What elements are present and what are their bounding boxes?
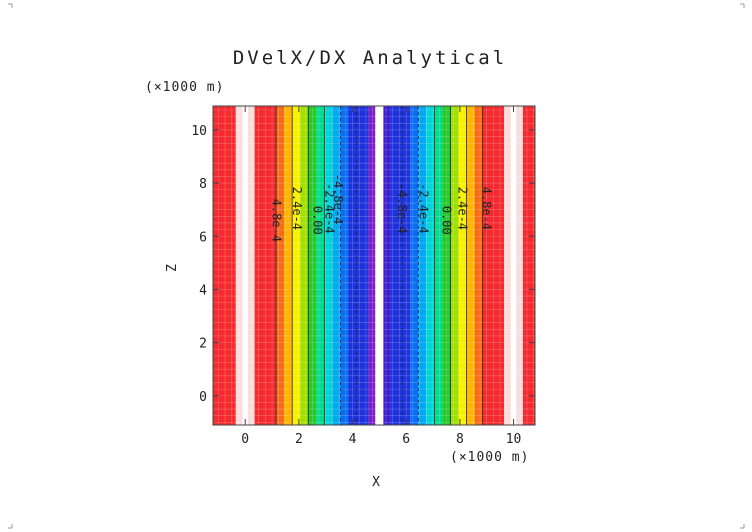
crop-marks [8, 3, 745, 529]
band-6 [284, 106, 293, 425]
chart-title: DVelX/DX Analytical [233, 47, 507, 69]
x-tick-label: 4 [349, 432, 357, 447]
band-4 [254, 106, 277, 425]
band-18 [390, 106, 411, 425]
band-21 [426, 106, 435, 425]
band-2 [242, 106, 248, 425]
band-28 [482, 106, 505, 425]
band-8 [300, 106, 309, 425]
contour-label: -4.8e-4 [331, 174, 345, 225]
y-tick-label: 6 [199, 230, 207, 245]
band-3 [247, 106, 255, 425]
band-22 [434, 106, 443, 425]
y-tick-label: 10 [191, 124, 207, 139]
band-1 [235, 106, 243, 425]
band-14 [348, 106, 369, 425]
band-20 [418, 106, 427, 425]
band-0 [213, 106, 236, 425]
x-tick-label: 10 [506, 432, 522, 447]
contour-label: 4.8e-4 [480, 187, 494, 230]
x-tick-label: 6 [402, 432, 410, 447]
band-32 [522, 106, 535, 425]
band-11 [324, 106, 333, 425]
band-5 [276, 106, 285, 425]
band-27 [474, 106, 483, 425]
band-29 [504, 106, 511, 425]
band-26 [466, 106, 475, 425]
x-tick-label: 8 [456, 432, 464, 447]
y-tick-label: 0 [199, 390, 207, 405]
plot-frame [212, 105, 536, 426]
contour-label: 0.00 [311, 206, 325, 235]
band-15 [368, 106, 376, 425]
color-bands [213, 106, 535, 425]
contour-label: -4.8e-4 [395, 183, 409, 234]
band-7 [292, 106, 301, 425]
band-13 [340, 106, 349, 425]
contour-label: 4.8e-4 [270, 199, 284, 242]
contour-labels: 4.8e-4 2.4e-4 0.00-2.4e-4-4.8e-4 -4.8e-4 -2.… [270, 174, 494, 242]
band-16 [375, 106, 384, 425]
y-axis-label: Z [165, 264, 180, 272]
band-30 [510, 106, 517, 425]
band-17 [383, 106, 391, 425]
contour-label: -2.4e-4 [323, 183, 337, 234]
y-tick-label: 8 [199, 177, 207, 192]
contour-label: 2.4e-4 [290, 187, 304, 230]
x-axis-ticks: 0 2 4 6 8 10 [241, 106, 521, 447]
y-axis-ticks: 0 2 4 6 8 10 [191, 124, 535, 405]
x-axis-label: X [372, 475, 380, 490]
y-tick-label: 2 [199, 337, 207, 352]
band-9 [308, 106, 317, 425]
band-31 [516, 106, 523, 425]
band-10 [316, 106, 325, 425]
band-12 [332, 106, 341, 425]
y-axis-unit-label: (×1000 m) [145, 80, 224, 95]
contour-label: -2.4e-4 [417, 183, 431, 234]
contour-label: 2.4e-4 [456, 187, 470, 230]
x-axis-unit-label: (×1000 m) [450, 450, 529, 465]
contour-lines [275, 106, 484, 425]
band-23 [442, 106, 451, 425]
x-tick-label: 0 [241, 432, 249, 447]
band-25 [458, 106, 467, 425]
x-tick-label: 2 [295, 432, 303, 447]
y-tick-label: 4 [199, 283, 207, 298]
band-19 [410, 106, 419, 425]
band-24 [450, 106, 459, 425]
contour-label: 0.00 [439, 206, 453, 235]
